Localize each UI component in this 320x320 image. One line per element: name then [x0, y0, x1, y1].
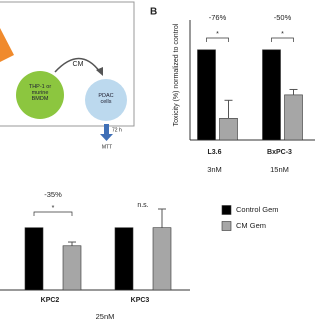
diagram-box	[0, 1, 135, 127]
bar	[284, 94, 303, 141]
annotation: -50%	[274, 13, 292, 22]
x-tick-label: BxPC-3	[267, 149, 292, 156]
significance: *	[52, 205, 55, 212]
dose-label: 3nM	[207, 165, 222, 174]
time-arrow	[104, 124, 109, 134]
annotation: -76%	[209, 13, 227, 22]
arrow-label: CM	[73, 61, 84, 68]
legend-label: CM Gem	[236, 221, 266, 230]
significance-bracket	[206, 37, 229, 42]
cm-arrow	[54, 57, 101, 73]
node-label: PDAC cells	[98, 93, 114, 106]
bar	[152, 227, 172, 291]
bar	[62, 245, 82, 291]
dose-label: 25nM	[96, 312, 115, 320]
annotation: -35%	[44, 190, 62, 199]
x-tick-label: L3.6	[207, 149, 221, 156]
x-tick-label: KPC3	[131, 297, 150, 304]
bar	[24, 227, 44, 291]
significance: *	[216, 31, 219, 38]
panel-label: B	[150, 7, 157, 18]
significance: n.s.	[137, 202, 148, 209]
time-arrow-head	[100, 134, 113, 141]
significance-bracket	[33, 211, 73, 216]
y-axis-label: Toxicity (%) normalized to control	[173, 23, 180, 126]
macrophage-node	[16, 71, 64, 119]
bar	[197, 49, 216, 141]
x-tick-label: KPC2	[41, 297, 60, 304]
bar	[262, 49, 281, 141]
macrophage-icon	[0, 28, 14, 62]
dose-label: 15nM	[270, 165, 289, 174]
legend-swatch	[221, 205, 232, 215]
legend-swatch	[221, 221, 232, 231]
bar	[219, 118, 238, 141]
time-label: 72 h	[112, 127, 122, 133]
arrow-head	[96, 67, 103, 76]
node-label: THP-1 or murine BMDM	[28, 84, 52, 103]
bar	[114, 227, 134, 291]
assay-label: MTT	[102, 144, 112, 150]
significance-bracket	[271, 37, 294, 42]
pdac-node	[85, 79, 127, 121]
legend-label: Control Gem	[236, 205, 279, 214]
significance: *	[281, 31, 284, 38]
